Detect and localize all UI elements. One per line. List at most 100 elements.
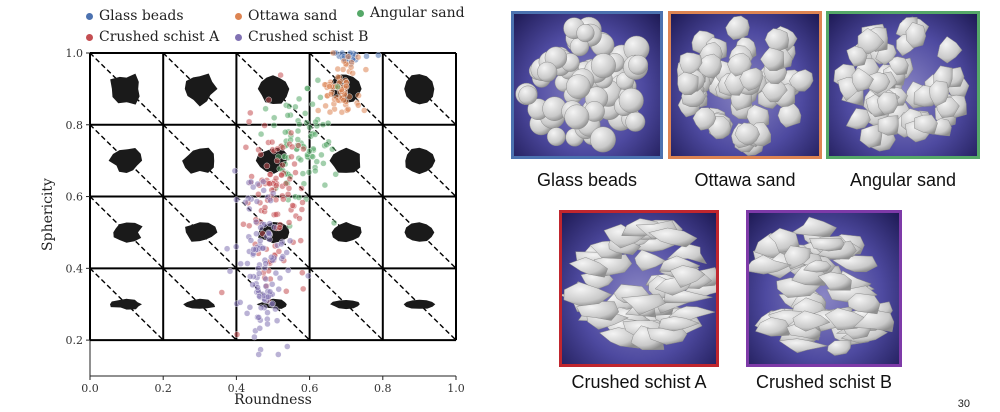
data-point [288, 153, 295, 161]
grain-silhouette [182, 147, 215, 174]
grain-particle [546, 127, 566, 147]
data-point [259, 245, 266, 252]
grain-particle [792, 310, 831, 332]
data-point [274, 145, 281, 153]
data-point [271, 114, 278, 122]
data-point [343, 82, 350, 90]
data-point [327, 90, 335, 98]
data-point [250, 246, 257, 253]
grain-particle [618, 87, 644, 113]
grain-silhouette [330, 300, 360, 310]
grain-particle [537, 61, 558, 82]
data-point [218, 289, 226, 296]
grain-particle [590, 53, 616, 79]
data-point [254, 284, 261, 291]
data-point [321, 181, 329, 189]
data-point [253, 198, 261, 205]
grain-particle [658, 316, 700, 332]
grain-silhouette [110, 73, 140, 105]
data-point [260, 187, 267, 194]
data-point [323, 141, 330, 148]
panel-ottawa-sand [668, 11, 822, 159]
legend-label: Crushed schist A [99, 29, 220, 45]
grain-particle [784, 245, 811, 270]
grain-particle [777, 103, 802, 128]
data-point [266, 220, 273, 227]
grain-particle [778, 338, 828, 354]
data-point [276, 274, 284, 282]
grain-particle [679, 52, 703, 76]
grain-particle [734, 122, 760, 146]
grain-particle [937, 36, 963, 64]
data-point [272, 211, 280, 218]
data-point [247, 109, 254, 117]
data-point [245, 222, 253, 230]
grain-render [562, 218, 716, 351]
panel-angular-sand [826, 11, 980, 159]
grain-particle [847, 292, 881, 315]
data-point [295, 95, 303, 103]
legend-label: Crushed schist B [248, 29, 369, 45]
grain-particle [669, 265, 706, 288]
data-point [257, 304, 265, 311]
data-point [265, 293, 272, 300]
data-point [297, 156, 304, 164]
data-point [280, 195, 287, 203]
data-point [279, 161, 286, 169]
data-point [277, 71, 284, 79]
y-tick-label: 0.4 [66, 262, 84, 275]
caption-crushed-schist-a: Crushed schist A [571, 372, 707, 392]
data-point [317, 94, 324, 101]
grain-render [515, 16, 650, 153]
legend-marker [235, 33, 242, 41]
data-point [246, 273, 254, 280]
legend-marker [86, 12, 93, 20]
grain-silhouette [183, 298, 216, 309]
x-tick-label: 0.0 [81, 382, 99, 395]
grain-particle [518, 85, 538, 105]
data-point [284, 343, 291, 350]
data-point [269, 281, 276, 288]
grain-particle [809, 237, 845, 252]
data-point [282, 180, 290, 187]
grain-particle [634, 249, 667, 272]
data-point [296, 120, 303, 128]
grain-silhouette [331, 222, 362, 243]
data-point [334, 83, 341, 91]
data-point [294, 127, 302, 135]
data-point [275, 248, 283, 255]
data-point [329, 49, 337, 57]
grain-particle [846, 45, 868, 67]
grain-silhouette [329, 147, 361, 173]
legend-item-angular-sand: Angular sand [357, 5, 465, 21]
data-point [306, 124, 313, 131]
data-point [299, 269, 306, 276]
grain-particle [755, 317, 790, 337]
data-point [255, 191, 262, 198]
legend-label: Angular sand [370, 5, 465, 21]
data-point [246, 304, 254, 311]
data-point [309, 100, 316, 108]
data-point [268, 254, 275, 261]
data-point [363, 53, 370, 60]
grain-particle [590, 126, 616, 153]
data-point [265, 96, 272, 104]
grain-particle [568, 257, 608, 278]
x-tick-label: 0.8 [374, 382, 392, 395]
data-point [298, 206, 306, 213]
grain-silhouette [404, 222, 435, 242]
x-tick-label: 0.4 [228, 382, 246, 395]
data-point [300, 145, 307, 153]
data-point [362, 66, 370, 73]
legend-marker [357, 9, 364, 17]
data-point [283, 288, 290, 295]
grain-particle [905, 21, 927, 49]
data-point [242, 144, 250, 151]
x-tick-label: 1.0 [447, 382, 465, 395]
data-point [256, 270, 263, 277]
grain-silhouette [257, 75, 290, 104]
data-point [244, 260, 251, 267]
y-tick-label: 0.6 [66, 191, 84, 204]
caption-angular-sand: Angular sand [849, 170, 957, 190]
data-point [322, 102, 329, 110]
